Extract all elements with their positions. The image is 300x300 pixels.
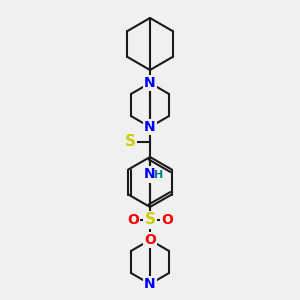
Text: N: N bbox=[144, 167, 156, 182]
Text: O: O bbox=[161, 213, 173, 227]
Text: S: S bbox=[124, 134, 136, 149]
Text: O: O bbox=[144, 233, 156, 247]
Text: N: N bbox=[144, 277, 156, 291]
Text: O: O bbox=[127, 213, 139, 227]
Text: N: N bbox=[144, 76, 156, 90]
Text: H: H bbox=[154, 170, 164, 181]
Text: N: N bbox=[144, 120, 156, 134]
Text: S: S bbox=[145, 212, 155, 227]
